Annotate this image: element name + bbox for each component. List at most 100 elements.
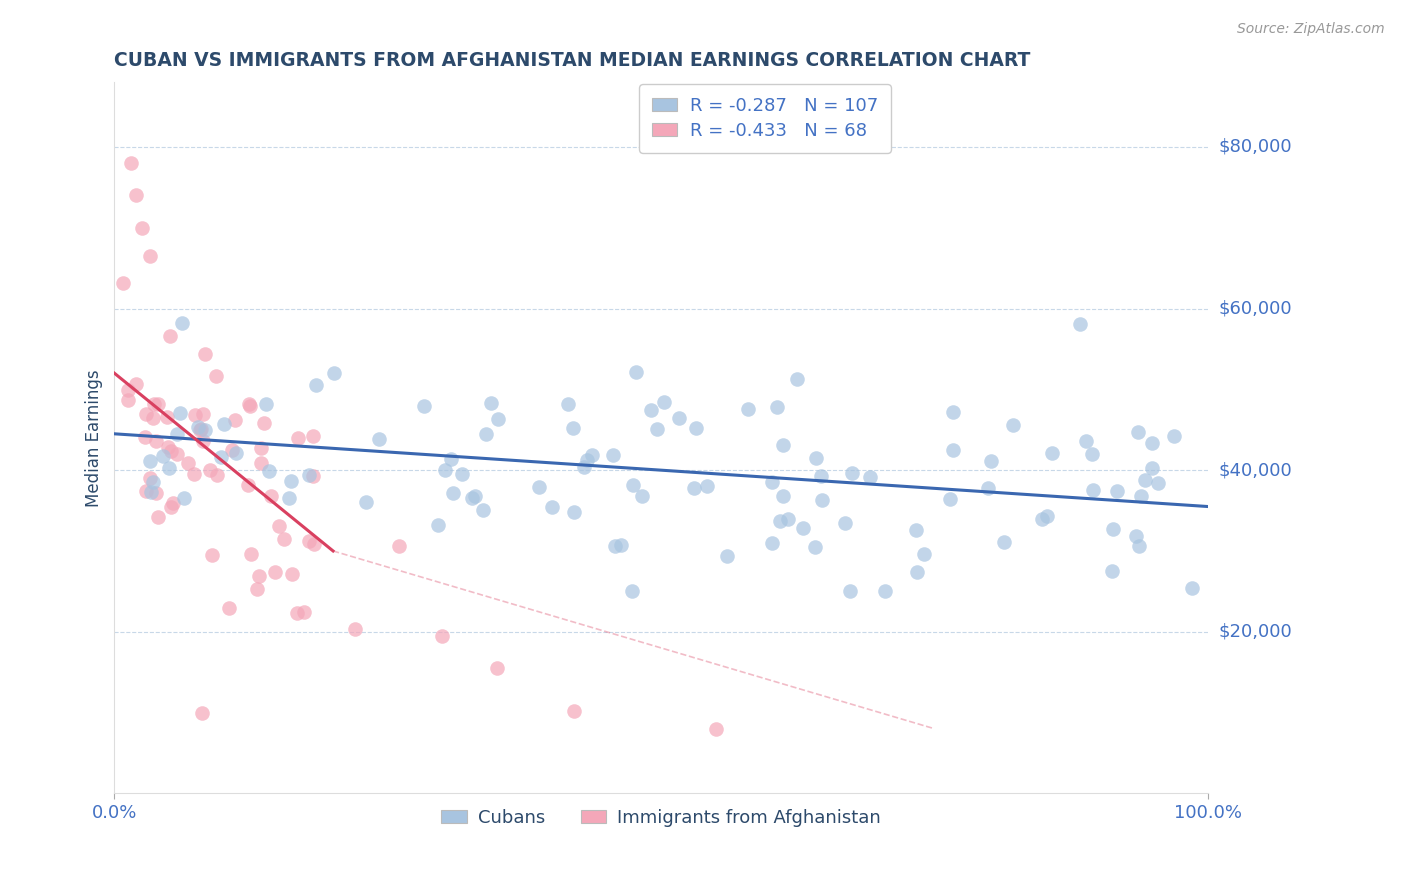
Point [354, 495, 377, 509]
Point [280, 567, 302, 582]
Point [201, 548, 224, 562]
Point [139, 249, 162, 263]
Point [581, 448, 603, 462]
Point [139, 470, 162, 484]
Point [166, 427, 188, 442]
Point [117, 383, 139, 397]
Point [668, 410, 690, 425]
Point [269, 519, 291, 533]
Point [1146, 475, 1168, 490]
Point [1128, 425, 1150, 439]
Point [188, 423, 211, 437]
Point [156, 410, 179, 425]
Point [239, 547, 262, 561]
Point [529, 480, 551, 494]
Point [451, 467, 474, 482]
Point [292, 605, 315, 619]
Point [1129, 489, 1152, 503]
Point [142, 475, 165, 489]
Point [980, 453, 1002, 467]
Point [162, 496, 184, 510]
Point [1101, 564, 1123, 578]
Point [111, 277, 134, 291]
Point [225, 446, 247, 460]
Point [159, 329, 181, 343]
Point [778, 511, 800, 525]
Point [942, 443, 965, 458]
Point [134, 430, 156, 444]
Point [1107, 484, 1129, 499]
Point [173, 491, 195, 505]
Point [280, 474, 302, 488]
Point [905, 523, 928, 537]
Point [205, 368, 228, 383]
Text: $20,000: $20,000 [1219, 623, 1292, 640]
Text: Source: ZipAtlas.com: Source: ZipAtlas.com [1237, 22, 1385, 37]
Point [131, 220, 153, 235]
Point [737, 402, 759, 417]
Point [574, 459, 596, 474]
Point [806, 451, 828, 466]
Point [562, 704, 585, 718]
Point [576, 453, 599, 467]
Point [540, 500, 562, 515]
Point [388, 539, 411, 553]
Point [804, 540, 827, 554]
Point [475, 427, 498, 442]
Point [704, 722, 727, 736]
Point [841, 467, 863, 481]
Point [160, 444, 183, 458]
Point [302, 429, 325, 443]
Point [976, 481, 998, 495]
Text: CUBAN VS IMMIGRANTS FROM AFGHANISTAN MEDIAN EARNINGS CORRELATION CHART: CUBAN VS IMMIGRANTS FROM AFGHANISTAN MED… [114, 51, 1031, 70]
Point [278, 491, 301, 506]
Point [1076, 434, 1098, 449]
Point [209, 450, 232, 464]
Point [772, 437, 794, 451]
Point [120, 156, 142, 170]
Point [191, 434, 214, 449]
Point [285, 607, 308, 621]
Point [461, 491, 484, 506]
Point [562, 505, 585, 519]
Point [412, 399, 434, 413]
Legend: Cubans, Immigrants from Afghanistan: Cubans, Immigrants from Afghanistan [434, 802, 889, 834]
Point [630, 489, 652, 503]
Point [239, 399, 262, 413]
Point [557, 397, 579, 411]
Text: $60,000: $60,000 [1219, 300, 1292, 318]
Point [304, 537, 326, 551]
Point [761, 475, 783, 489]
Point [942, 404, 965, 418]
Point [1069, 317, 1091, 331]
Point [194, 347, 217, 361]
Point [117, 392, 139, 407]
Point [624, 365, 647, 379]
Point [769, 514, 792, 528]
Point [249, 569, 271, 583]
Point [125, 188, 148, 202]
Point [221, 442, 243, 457]
Point [143, 397, 166, 411]
Point [765, 401, 787, 415]
Point [486, 661, 509, 675]
Point [1128, 539, 1150, 553]
Point [464, 489, 486, 503]
Y-axis label: Median Earnings: Median Earnings [86, 369, 103, 507]
Point [224, 413, 246, 427]
Point [772, 489, 794, 503]
Point [432, 629, 454, 643]
Point [183, 467, 205, 481]
Point [427, 518, 450, 533]
Point [683, 481, 706, 495]
Point [198, 463, 221, 477]
Point [177, 456, 200, 470]
Point [287, 431, 309, 445]
Point [205, 468, 228, 483]
Point [145, 485, 167, 500]
Point [218, 601, 240, 615]
Point [562, 421, 585, 435]
Point [610, 538, 633, 552]
Point [792, 521, 814, 535]
Point [716, 549, 738, 564]
